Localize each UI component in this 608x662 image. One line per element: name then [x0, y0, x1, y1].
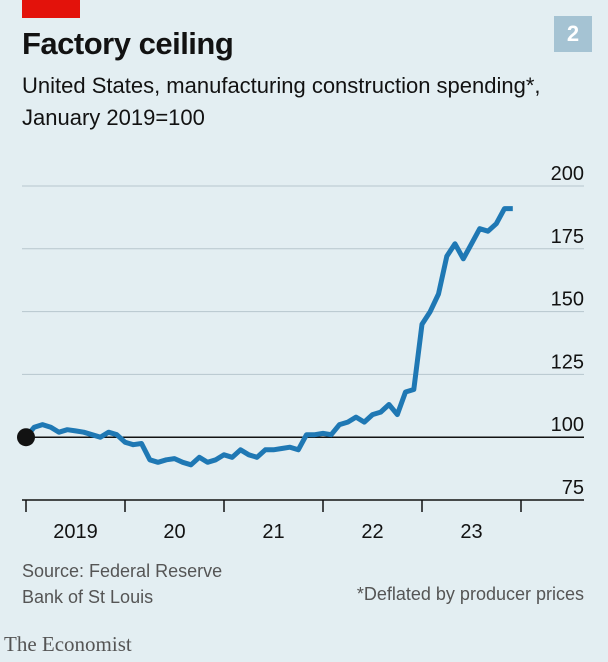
source-line-1: Source: Federal Reserve: [22, 561, 223, 581]
y-tick-label: 200: [551, 163, 584, 185]
x-tick-label: 20: [163, 521, 185, 543]
footnote: *Deflated by producer prices: [356, 584, 584, 604]
chart-number-badge: 2: [554, 16, 592, 52]
source-line-2: Bank of St Louis: [22, 587, 154, 607]
x-tick-label: 23: [460, 521, 482, 543]
chart-title: Factory ceiling: [22, 26, 234, 61]
x-tick-label: 2019: [53, 521, 98, 543]
chart-subtitle: United States, manufacturing constructio…: [22, 73, 541, 130]
source-note: Source: Federal Reserve Bank of St Louis: [22, 558, 222, 610]
y-tick-label: 75: [562, 477, 584, 499]
y-tick-label: 125: [551, 351, 584, 373]
brand-red-tab: [22, 0, 80, 18]
y-tick-label: 150: [551, 289, 584, 311]
y-tick-label: 175: [551, 226, 584, 248]
brand-logo: The Economist: [4, 632, 132, 656]
series-line: [24, 206, 513, 468]
x-tick-label: 21: [262, 521, 284, 543]
start-point-marker: [17, 428, 35, 447]
x-tick-label: 22: [361, 521, 383, 543]
y-tick-label: 100: [551, 414, 584, 436]
